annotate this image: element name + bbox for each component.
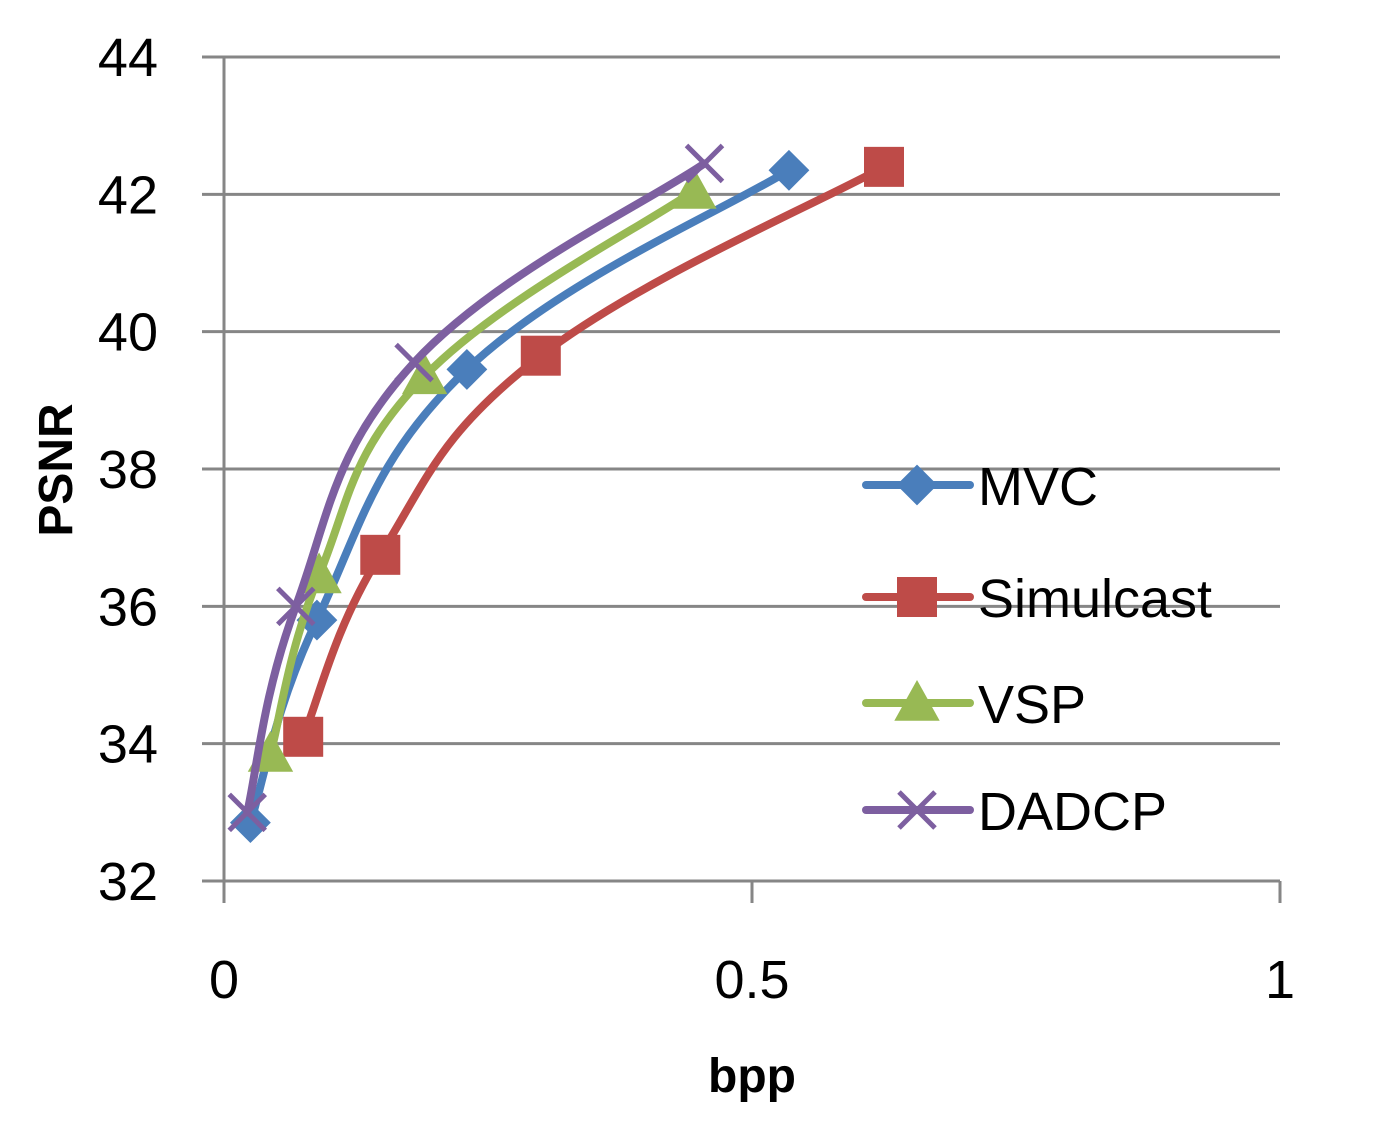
data-point-mvc bbox=[446, 349, 488, 390]
marker-x-stroke bbox=[897, 790, 937, 830]
legend-item-mvc: MVC bbox=[862, 457, 1098, 517]
legend: MVC Simulcast VSP DADCP bbox=[862, 457, 1212, 842]
marker-x-stroke bbox=[394, 342, 434, 383]
x-tick-label: 1 bbox=[1265, 950, 1295, 1010]
grid-layer bbox=[202, 55, 1280, 883]
data-point-dadcp bbox=[684, 143, 725, 184]
x-tick-label: 0.5 bbox=[714, 950, 789, 1010]
axis-layer: 32 34 36 38 40 42 44 0 0.5 1 bbox=[98, 28, 1295, 1010]
marker-x-stroke bbox=[684, 143, 725, 184]
data-point-simulcast bbox=[520, 335, 561, 376]
data-point-dadcp bbox=[394, 342, 434, 383]
legend-item-simulcast: Simulcast bbox=[862, 569, 1212, 629]
x-axis-title: bpp bbox=[708, 1050, 796, 1103]
series-layer bbox=[227, 143, 904, 844]
y-tick-label: 32 bbox=[98, 852, 158, 912]
series-line-vsp bbox=[266, 186, 698, 758]
marker-x-stroke bbox=[276, 586, 316, 627]
data-point-mvc bbox=[229, 802, 271, 844]
y-tick-label: 38 bbox=[98, 440, 158, 500]
y-tick-label: 44 bbox=[98, 28, 158, 88]
data-point-dadcp bbox=[227, 792, 267, 833]
data-point-mvc bbox=[768, 149, 810, 191]
y-tick-label: 40 bbox=[98, 303, 158, 363]
y-tick-label: 34 bbox=[98, 715, 158, 775]
data-point-simulcast bbox=[360, 534, 401, 575]
data-point-simulcast bbox=[864, 146, 904, 187]
legend-label-mvc: MVC bbox=[978, 457, 1098, 517]
legend-label-dadcp: DADCP bbox=[978, 782, 1167, 842]
legend-label-vsp: VSP bbox=[978, 675, 1086, 735]
legend-marker-mvc bbox=[896, 464, 938, 506]
legend-marker-simulcast bbox=[897, 577, 937, 617]
y-tick-label: 42 bbox=[98, 165, 158, 225]
y-axis-title: PSNR bbox=[30, 403, 83, 536]
y-tick-label: 36 bbox=[98, 577, 158, 637]
data-point-simulcast bbox=[283, 716, 324, 757]
legend-marker-vsp bbox=[894, 679, 940, 721]
data-point-vsp bbox=[671, 167, 717, 209]
series-line-simulcast bbox=[299, 162, 888, 741]
series-line-dadcp bbox=[243, 159, 709, 817]
legend-item-vsp: VSP bbox=[862, 675, 1086, 735]
legend-label-simulcast: Simulcast bbox=[978, 569, 1212, 629]
x-tick-label: 0 bbox=[209, 950, 239, 1010]
legend-marker-dadcp bbox=[897, 790, 937, 830]
marker-x-stroke bbox=[227, 792, 267, 833]
legend-item-dadcp: DADCP bbox=[862, 782, 1167, 842]
data-point-dadcp bbox=[276, 586, 316, 627]
